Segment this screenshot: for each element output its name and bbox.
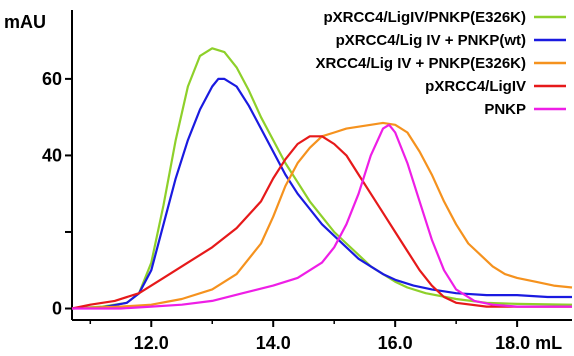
y-tick-label: 60: [42, 69, 62, 89]
series-lines: [71, 47, 573, 310]
x-tick-label: 12.0: [134, 333, 169, 353]
series-line: [71, 77, 572, 310]
y-tick-label: 0: [52, 299, 62, 319]
series-line: [71, 121, 573, 310]
x-tick-label: 18.0 mL: [495, 333, 562, 353]
x-tick-label: 16.0: [378, 333, 413, 353]
series-line: [71, 135, 572, 310]
legend-label: pXRCC4/LigIV/PNKP(E326K): [323, 9, 526, 26]
x-tick-label: 14.0: [256, 333, 291, 353]
y-axis-label: mAU: [4, 12, 46, 32]
axis-ticks: 12.0 14.0 16.0 18.0 mL 0 40 60: [42, 69, 562, 353]
legend-label: XRCC4/Lig IV + PNKP(E326K): [316, 55, 526, 72]
legend: pXRCC4/LigIV/PNKP(E326K) pXRCC4/Lig IV + …: [316, 9, 566, 118]
series-line: [71, 47, 573, 310]
series-line: [72, 123, 572, 310]
legend-label: PNKP: [484, 101, 526, 118]
y-tick-label: 40: [42, 145, 62, 165]
legend-label: pXRCC4/LigIV: [425, 78, 526, 95]
legend-label: pXRCC4/Lig IV + PNKP(wt): [336, 32, 526, 49]
